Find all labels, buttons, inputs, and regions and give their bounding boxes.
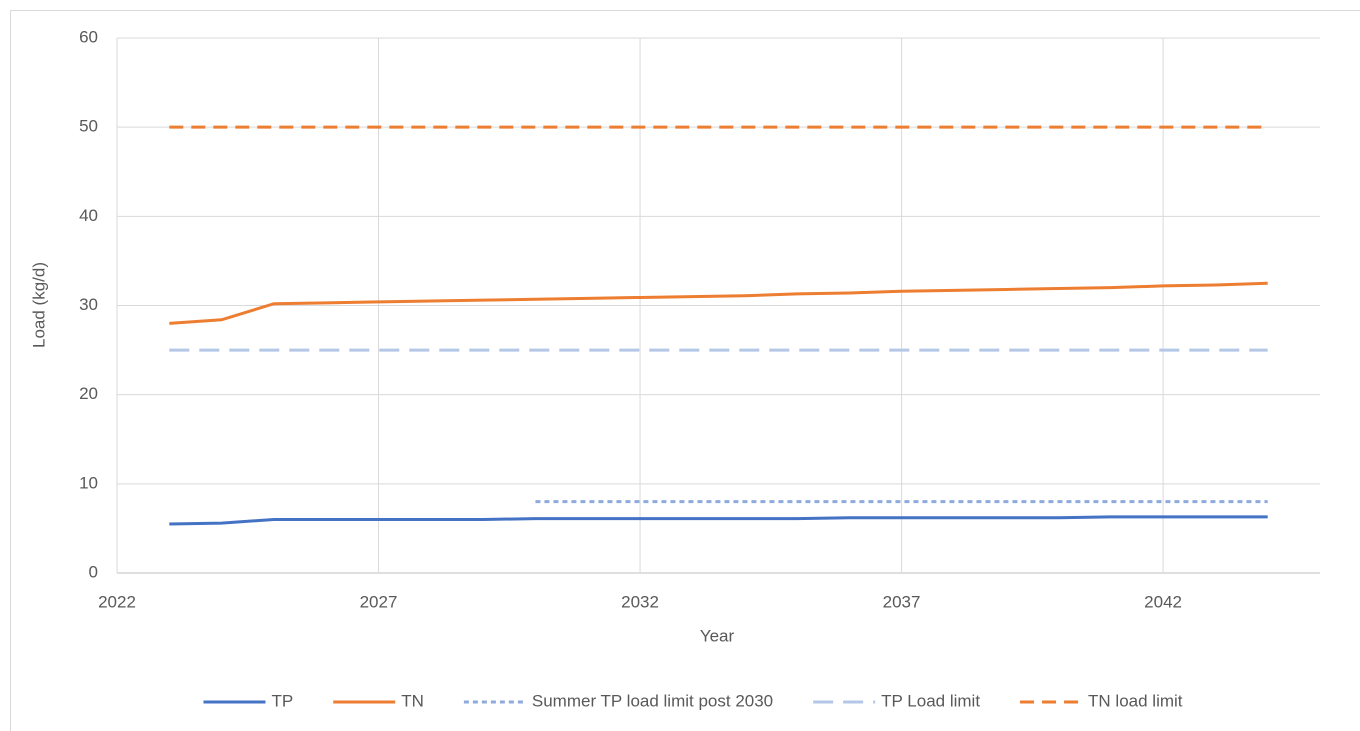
y-tick-label: 40	[79, 206, 98, 225]
y-tick-label: 60	[79, 27, 98, 46]
series-line	[169, 515, 1268, 526]
y-tick-label: 10	[79, 473, 98, 492]
y-axis-title: Load (kg/d)	[29, 262, 48, 348]
y-tick-label: 20	[79, 384, 98, 403]
legend-label: TN	[401, 691, 424, 710]
y-tick-label: 0	[89, 562, 98, 581]
chart-border	[10, 10, 1360, 731]
x-tick-label: 2042	[1144, 592, 1182, 611]
x-tick-label: 2032	[621, 592, 659, 611]
x-tick-label: 2022	[98, 592, 136, 611]
y-tick-label: 30	[79, 295, 98, 314]
y-tick-label: 50	[79, 117, 98, 136]
legend-label: TP	[271, 691, 293, 710]
legend-label: TN load limit	[1088, 691, 1183, 710]
x-tick-label: 2037	[883, 592, 921, 611]
x-axis-title: Year	[700, 626, 735, 645]
legend-label: TP Load limit	[881, 691, 980, 710]
series-line	[169, 281, 1268, 325]
x-tick-label: 2027	[360, 592, 398, 611]
legend-label: Summer TP load limit post 2030	[532, 691, 773, 710]
